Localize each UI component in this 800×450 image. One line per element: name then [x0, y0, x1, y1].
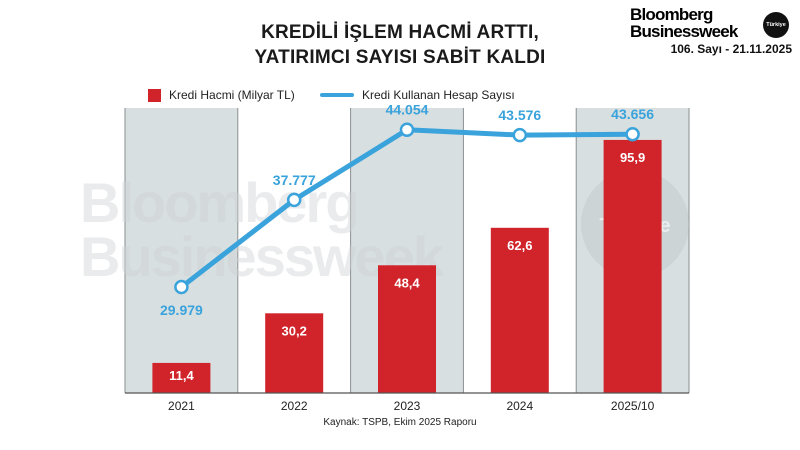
bar-2024: [490, 227, 549, 393]
line-value-label: 43.576: [498, 107, 541, 123]
bar-value-label: 62,6: [507, 238, 532, 253]
source-note: Kaynak: TSPB, Ekim 2025 Raporu: [323, 417, 477, 428]
bar-2022: [265, 313, 324, 393]
chart-title-line-1: KREDİLİ İŞLEM HACMİ ARTTI,: [261, 22, 539, 43]
brand-logo: Bloomberg Businessweek Türkiye: [630, 6, 795, 40]
column-band: [125, 108, 238, 393]
bar-2023: [378, 265, 436, 393]
legend-bar-swatch: [148, 88, 161, 102]
bar-value-label: 30,2: [282, 323, 307, 338]
legend-bar-label: Kredi Hacmi (Milyar TL): [169, 88, 295, 102]
legend-line-label: Kredi Kullanan Hesap Sayısı: [362, 88, 515, 102]
line-value-label: 29.979: [160, 302, 203, 318]
line-value-label: 44.054: [386, 102, 429, 118]
line-value-label: 37.777: [273, 172, 316, 188]
bar-series: [152, 139, 662, 393]
x-axis: 2021 2022 2023 2024 2025/10: [125, 392, 689, 413]
line-value-label: 43.656: [611, 106, 654, 122]
x-tick-label: 2023: [394, 399, 421, 413]
bar-value-label: 48,4: [394, 275, 420, 290]
x-tick-label: 2022: [281, 399, 308, 413]
brand-name-line-1: Bloomberg: [630, 5, 713, 24]
line-labels: 29.979 37.777 44.054 43.576 43.656: [160, 102, 654, 318]
bar-labels: 11,4 30,2 48,4 62,6 95,9: [169, 150, 645, 383]
x-tick-label: 2024: [506, 399, 533, 413]
chart-title-line-2: YATIRIMCI SAYISI SABİT KALDI: [254, 47, 546, 68]
legend-line-swatch: [320, 93, 354, 97]
x-tick-label: 2021: [168, 399, 195, 413]
line-point-2022: [286, 192, 302, 208]
bar-2025/10: [603, 139, 662, 393]
line-point-2023: [399, 122, 415, 137]
watermark-text-line-1: Bloomberg: [80, 171, 358, 234]
brand-edition-badge: Türkiye: [763, 12, 789, 38]
line-series: [174, 122, 640, 295]
line-point-2021: [174, 279, 189, 295]
legend-item-line: Kredi Kullanan Hesap Sayısı: [320, 83, 515, 107]
bar-value-label: 11,4: [169, 368, 194, 383]
legend-item-bar: Kredi Hacmi (Milyar TL): [148, 83, 295, 107]
bar-value-label: 95,9: [620, 150, 645, 165]
bar-2021: [152, 362, 211, 393]
brand-name-line-2: Businessweek: [630, 22, 738, 41]
issue-info: 106. Sayı - 21.11.2025: [670, 42, 792, 56]
line-point-2025/10: [625, 126, 640, 142]
x-tick-label: 2025/10: [611, 399, 655, 413]
line-point-2024: [512, 127, 528, 143]
